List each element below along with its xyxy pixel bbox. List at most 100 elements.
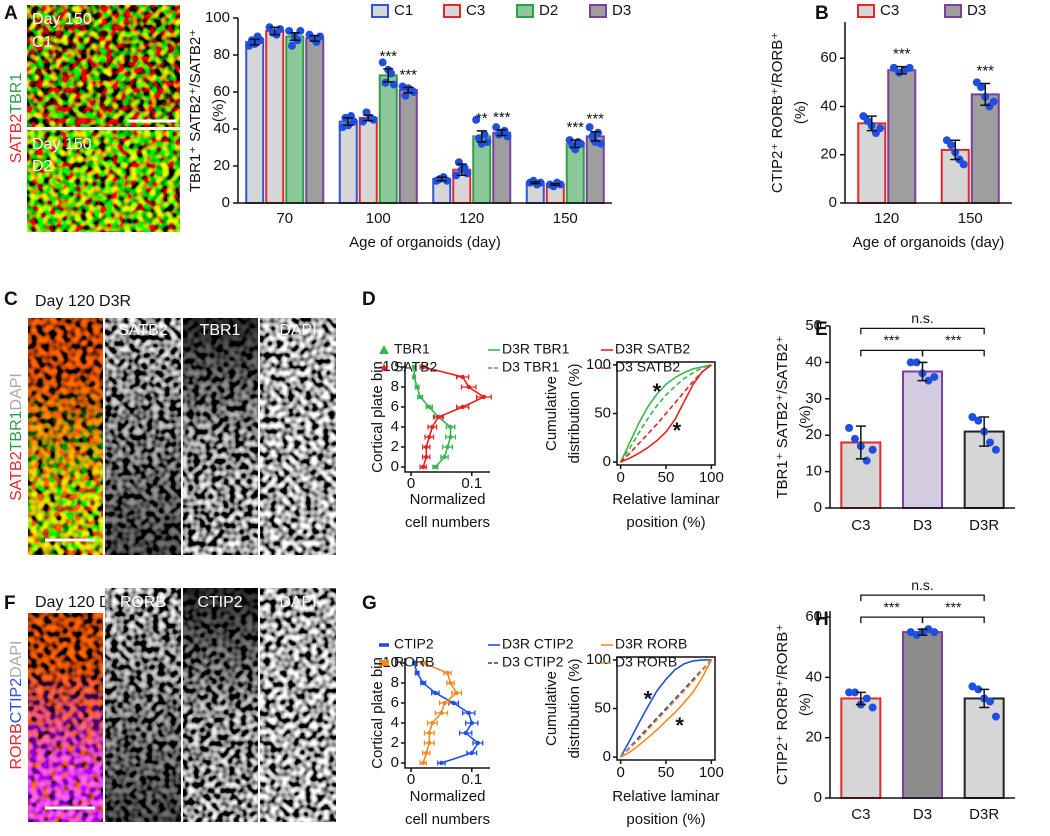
y-tick-label: 8	[391, 378, 399, 395]
error-bar	[950, 139, 961, 161]
y-tick-label: 20	[213, 157, 230, 174]
data-point	[472, 115, 481, 124]
micrograph	[27, 130, 180, 232]
data-point	[466, 384, 471, 390]
y-tick-label: 20	[805, 729, 822, 746]
error-bar	[980, 82, 991, 107]
data-point	[968, 413, 977, 421]
legend-marker	[379, 363, 389, 372]
data-point	[986, 697, 995, 706]
series-line	[620, 659, 713, 758]
y-axis-label: (%)	[797, 405, 814, 428]
x-axis-label: position (%)	[626, 514, 705, 531]
data-point	[421, 364, 426, 370]
data-point	[469, 750, 474, 756]
legend-swatch	[516, 4, 534, 18]
axis-line	[404, 362, 490, 473]
channel-label: DAPI	[279, 594, 316, 611]
y-tick-label: 4	[391, 714, 399, 731]
y-axis-label: (%)	[797, 693, 814, 716]
significance: ***	[976, 63, 994, 80]
data-point	[439, 760, 444, 766]
y-tick-label: 50	[594, 699, 611, 716]
panel-label: F	[4, 593, 16, 614]
comparison-bracket	[860, 327, 985, 335]
x-tick-label: C3	[851, 517, 870, 534]
data-point	[974, 685, 983, 694]
comparison-label: ***	[883, 599, 900, 615]
y-tick-label: 6	[391, 694, 399, 711]
legend-marker	[379, 345, 389, 354]
y-tick-label: 80	[213, 46, 230, 63]
x-axis-label: cell numbers	[405, 514, 490, 531]
y-axis-label: CTIP2⁺ RORB⁺/RORB⁺	[769, 32, 786, 193]
data-point	[389, 80, 398, 89]
channel-label: RORB	[120, 594, 166, 611]
comparison-bracket	[860, 349, 924, 357]
y-axis-label: (%)	[792, 101, 809, 124]
data-point	[912, 631, 921, 640]
data-point	[585, 123, 594, 132]
legend-label: D3R SATB2	[615, 341, 690, 357]
x-axis-label: cell numbers	[405, 811, 490, 828]
series-line	[619, 364, 712, 463]
x-tick-label: 120	[874, 210, 899, 227]
image-label: Day 150	[32, 136, 92, 153]
y-tick-label: 0	[814, 789, 822, 806]
data-point	[424, 444, 429, 450]
data-point	[480, 130, 489, 139]
data-point	[381, 78, 390, 87]
data-point	[924, 376, 933, 385]
comparison-label: n.s.	[911, 577, 934, 593]
data-point	[974, 416, 983, 425]
x-tick-label: D3R	[969, 517, 999, 534]
data-point	[287, 41, 296, 50]
data-point	[889, 63, 898, 72]
data-point	[481, 394, 487, 400]
bar	[358, 116, 378, 204]
annotation: *	[644, 687, 653, 712]
comparison-bracket	[921, 616, 985, 624]
x-axis-label: Normalized	[410, 788, 486, 805]
channel-label: TBR1	[200, 322, 241, 339]
data-point	[427, 740, 432, 746]
data-point	[460, 374, 465, 380]
x-axis-label: Normalized	[410, 491, 486, 508]
bar	[378, 74, 398, 204]
data-point	[947, 141, 956, 150]
y-tick-label: 8	[391, 674, 399, 691]
channel-label: DAPI	[279, 322, 316, 339]
error-bar	[343, 117, 354, 127]
data-point	[536, 178, 545, 187]
data-point	[401, 91, 410, 100]
x-tick-label: 0	[616, 469, 624, 486]
bar	[902, 370, 943, 509]
error-bar	[855, 691, 866, 706]
micrograph-shade	[183, 588, 258, 822]
annotation: *	[673, 418, 682, 443]
series-line	[619, 364, 712, 463]
significance: **	[476, 110, 488, 127]
y-tick-label: 100	[205, 9, 230, 26]
bar	[887, 69, 917, 205]
channel-label: CTIP2	[197, 594, 242, 611]
data-point	[443, 176, 451, 185]
data-point	[276, 25, 284, 34]
bar	[492, 131, 512, 204]
data-point	[906, 628, 915, 637]
micrograph-shade	[105, 318, 181, 555]
x-axis-label: Age of organoids (day)	[349, 234, 501, 251]
data-point	[596, 139, 605, 148]
data-point	[989, 97, 998, 106]
stain: CTIP2	[8, 678, 25, 723]
data-point	[930, 372, 939, 381]
y-axis-label: Cortical plate bin	[369, 361, 386, 473]
axis-line	[404, 658, 490, 769]
panel-label: E	[815, 319, 828, 340]
error-bar	[917, 361, 928, 382]
data-point	[876, 124, 885, 133]
bar	[285, 35, 305, 204]
micrograph	[28, 613, 103, 822]
y-tick-label: 40	[213, 120, 230, 137]
data-point	[442, 454, 447, 460]
